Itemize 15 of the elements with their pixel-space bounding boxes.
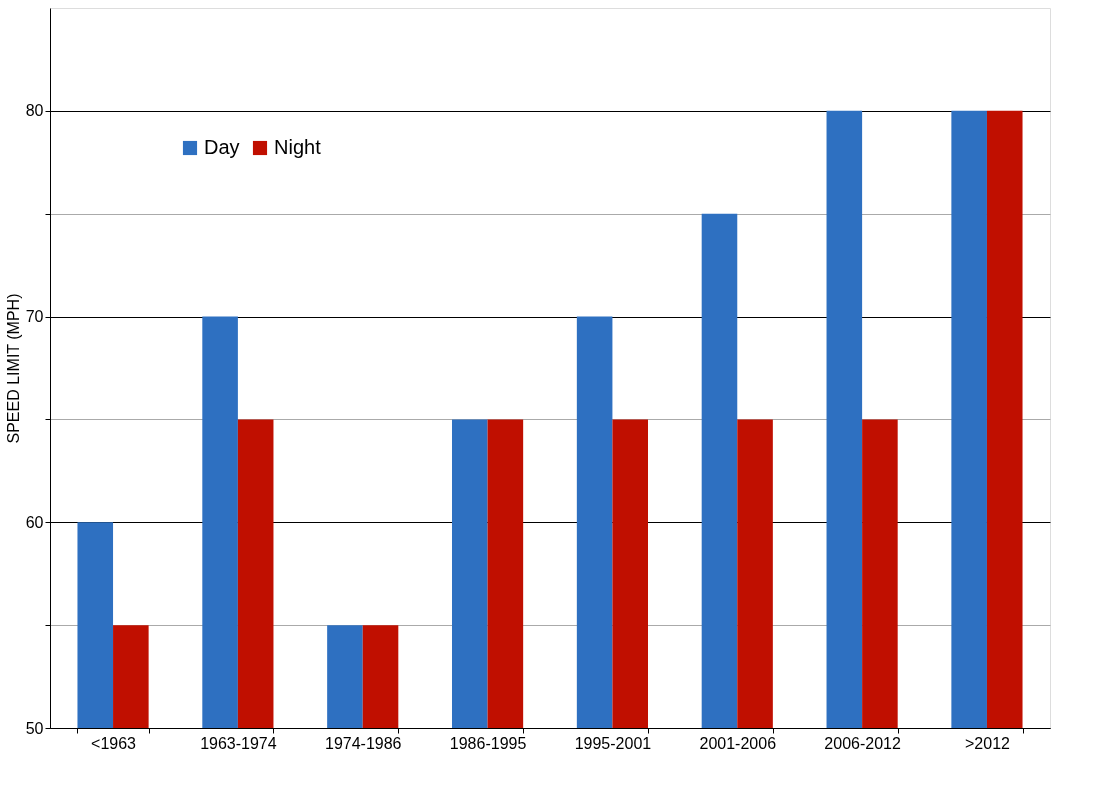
x-tick-label: 1986-1995 (449, 734, 527, 752)
x-tick-label: 1974-1986 (324, 734, 402, 752)
y-tick-label: 60 (25, 513, 44, 531)
y-tick-label: 80 (25, 102, 44, 120)
y-axis-title: SPEED LIMIT (MPH) (4, 293, 22, 444)
y-tick-label: 70 (25, 308, 44, 326)
x-tick-label: 1963-1974 (200, 734, 277, 752)
x-tick-label: <1963 (91, 734, 137, 752)
x-tick-label: 1995-2001 (574, 734, 652, 752)
x-tick-label: 2006-2012 (824, 734, 901, 752)
y-tick-label: 50 (25, 719, 44, 737)
legend-label: Night (274, 136, 322, 158)
legend-label: Day (204, 136, 240, 158)
x-tick-label: 2001-2006 (699, 734, 777, 752)
x-tick-label: >2012 (964, 734, 1011, 752)
